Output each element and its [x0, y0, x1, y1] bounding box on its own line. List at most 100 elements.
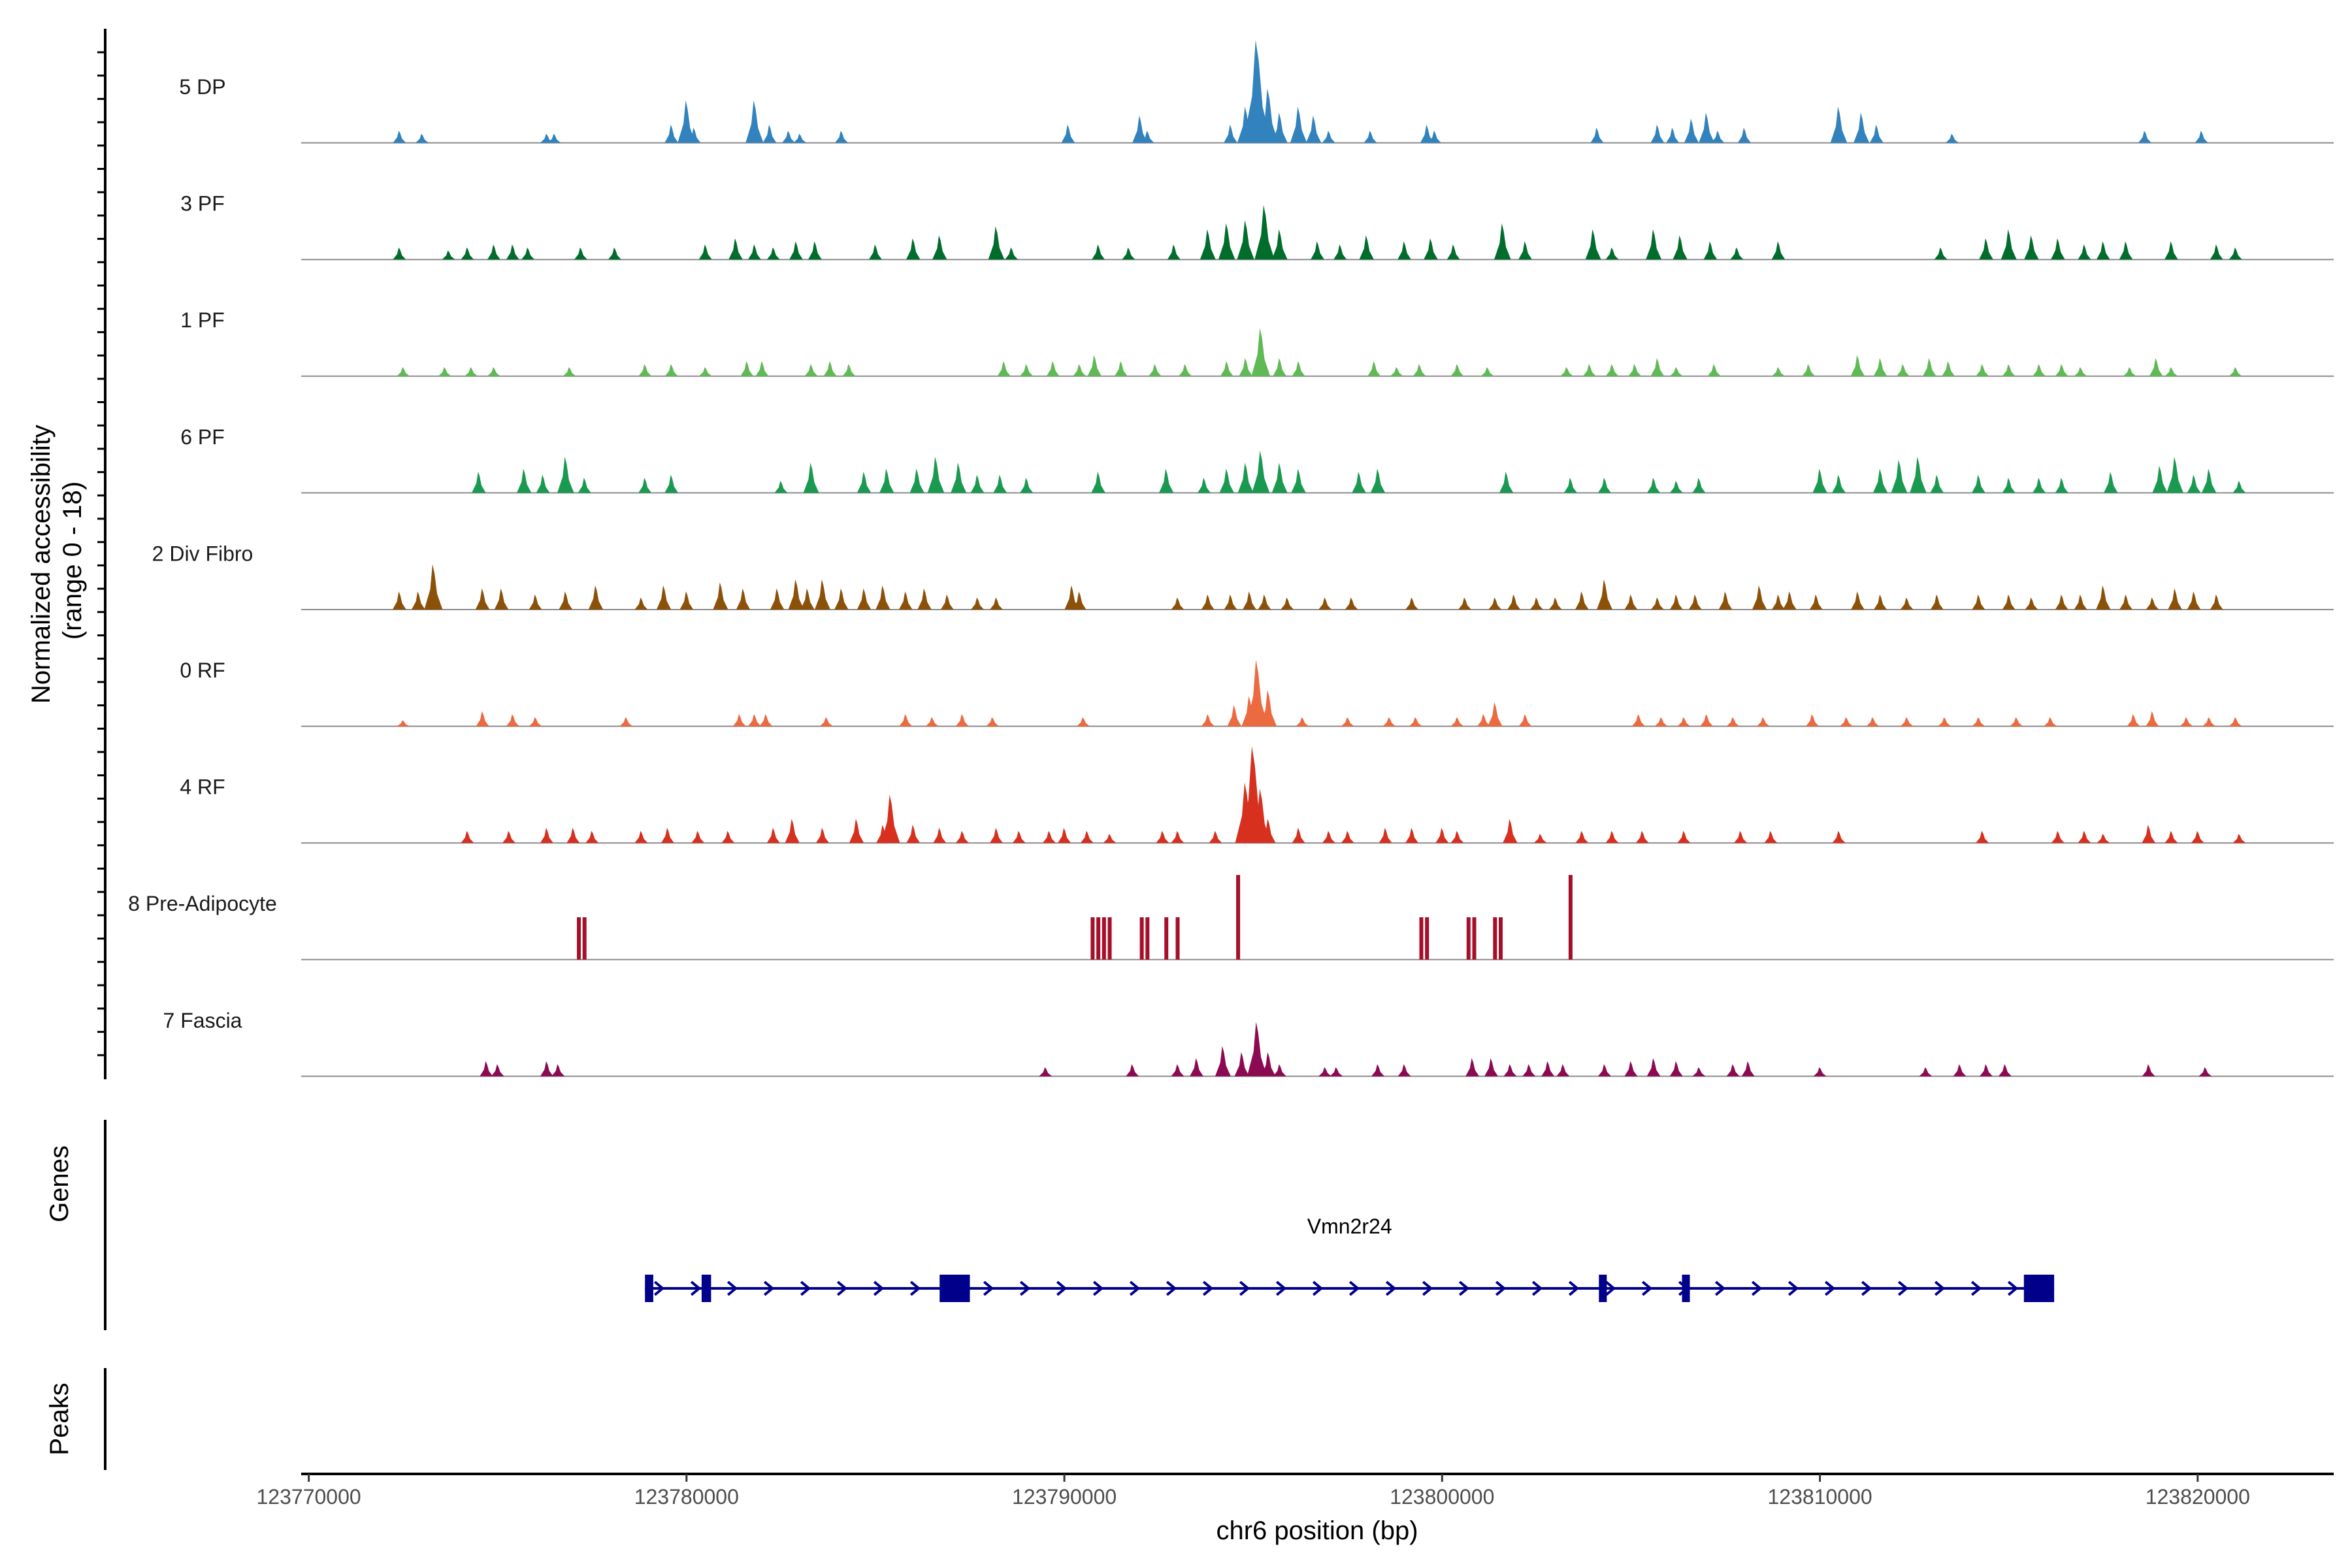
- coverage-peak: [476, 711, 489, 727]
- coverage-peak: [1243, 591, 1256, 610]
- strand-arrow: [1861, 1281, 1872, 1296]
- coverage-peak: [993, 474, 1007, 493]
- coverage-peak: [1311, 241, 1324, 260]
- coverage-peak: [2168, 588, 2182, 610]
- strand-arrow: [1202, 1281, 1214, 1296]
- coverage-peak: [1522, 1064, 1536, 1077]
- coverage-peak: [2138, 131, 2151, 143]
- coverage-peak: [506, 244, 519, 260]
- coverage-peak: [480, 1061, 493, 1077]
- coverage-peak: [1707, 364, 1721, 376]
- coverage-peak: [1258, 594, 1271, 610]
- coverage-peak: [1390, 367, 1403, 376]
- coverage-peak: [687, 127, 701, 143]
- coverage-peak: [906, 825, 921, 843]
- coverage-peak: [736, 588, 751, 610]
- coverage-peak: [1605, 247, 1619, 260]
- strand-arrow: [763, 1281, 775, 1296]
- strand-arrow: [1531, 1281, 1543, 1296]
- coverage-peak: [1646, 1058, 1661, 1077]
- coverage-peak: [1258, 88, 1279, 143]
- coverage-peak: [1092, 244, 1105, 260]
- coverage-peak: [1872, 468, 1888, 493]
- coverage-peak: [1164, 917, 1169, 960]
- coverage-peak: [494, 588, 509, 610]
- coverage-peak: [819, 717, 833, 727]
- coverage-peak: [529, 594, 542, 610]
- coverage-peak: [1922, 358, 1936, 376]
- coverage-peak: [2164, 241, 2178, 260]
- coverage-peak: [1688, 594, 1702, 610]
- coverage-peak: [927, 456, 945, 493]
- coverage-peak: [1677, 717, 1691, 727]
- coverage-peak: [951, 463, 967, 493]
- coverage-peak: [857, 472, 872, 493]
- coverage-peak: [1480, 367, 1494, 376]
- accessibility-y-ticks: [97, 51, 105, 1056]
- track-label-7-fascia: 7 Fascia: [163, 1009, 242, 1032]
- strand-arrow: [1092, 1281, 1104, 1296]
- coverage-peak: [1382, 717, 1396, 727]
- coverage-peak: [1684, 118, 1699, 143]
- coverage-peak: [461, 830, 474, 843]
- coverage-peak: [1252, 450, 1270, 493]
- coverage-peak: [1605, 364, 1619, 376]
- coverage-peak: [1200, 229, 1216, 260]
- coverage-peak: [1379, 828, 1392, 843]
- coverage-peak: [2146, 597, 2159, 610]
- coverage-peak: [582, 917, 587, 960]
- coverage-peak: [1548, 597, 1562, 610]
- coverage-peak: [1692, 478, 1706, 493]
- x-axis-ticks: 123770000 123780000 123790000 123800000 1238…: [257, 1474, 2250, 1509]
- coverage-peak: [1145, 917, 1150, 960]
- coverage-peak: [1499, 472, 1514, 493]
- coverage-peak: [424, 564, 443, 610]
- coverage-peak: [955, 714, 969, 727]
- gene-track: Vmn2r24: [645, 1215, 2055, 1302]
- gene-exon: [645, 1275, 653, 1302]
- coverage-peak: [834, 131, 848, 143]
- track-label-0-rf: 0 RF: [180, 659, 225, 682]
- coverage-peak: [1832, 474, 1846, 493]
- coverage-peak: [1260, 690, 1277, 727]
- strand-arrow: [1934, 1281, 1946, 1296]
- coverage-peak: [1472, 917, 1477, 960]
- coverage-peak: [1239, 358, 1252, 376]
- coverage-peak: [393, 247, 406, 260]
- coverage-peak: [986, 717, 1000, 727]
- coverage-peak: [1919, 1067, 1933, 1077]
- coverage-peak: [2096, 585, 2111, 610]
- coverage-peak: [1114, 361, 1128, 376]
- y-axis-title: Normalized accessibility (range 0 - 18): [27, 417, 87, 704]
- strand-arrow: [1239, 1281, 1250, 1296]
- coverage-peak: [1541, 1061, 1555, 1077]
- strand-arrow: [1312, 1281, 1324, 1296]
- track-label-6-pf: 6 PF: [180, 425, 225, 449]
- coverage-peak: [2051, 830, 2065, 843]
- coverage-peak: [2025, 597, 2038, 610]
- coverage-peak: [766, 247, 780, 260]
- coverage-peak: [940, 594, 954, 610]
- coverage-peak: [1703, 241, 1718, 260]
- coverage-peak: [2142, 825, 2156, 843]
- strand-arrow: [1970, 1281, 1982, 1296]
- coverage-peak: [540, 828, 553, 843]
- coverage-peak: [990, 597, 1003, 610]
- coverage-peak: [740, 361, 754, 376]
- coverage-peak: [1737, 127, 1751, 143]
- coverage-peak: [1976, 830, 1989, 843]
- coverage-peak: [1809, 594, 1823, 610]
- coverage-peak: [1874, 594, 1887, 610]
- coverage-peak: [1220, 361, 1233, 376]
- coverage-peak: [472, 472, 486, 493]
- coverage-peak: [442, 250, 455, 260]
- strand-arrow: [1641, 1281, 1653, 1296]
- coverage-peak: [804, 364, 818, 376]
- coverage-peak: [1873, 358, 1887, 376]
- coverage-peak: [875, 585, 890, 610]
- coverage-peak: [774, 480, 788, 493]
- coverage-peak: [1598, 478, 1611, 493]
- coverage-peak: [1428, 131, 1441, 143]
- coverage-peak: [816, 828, 829, 843]
- track-label-3-pf: 3 PF: [180, 192, 225, 216]
